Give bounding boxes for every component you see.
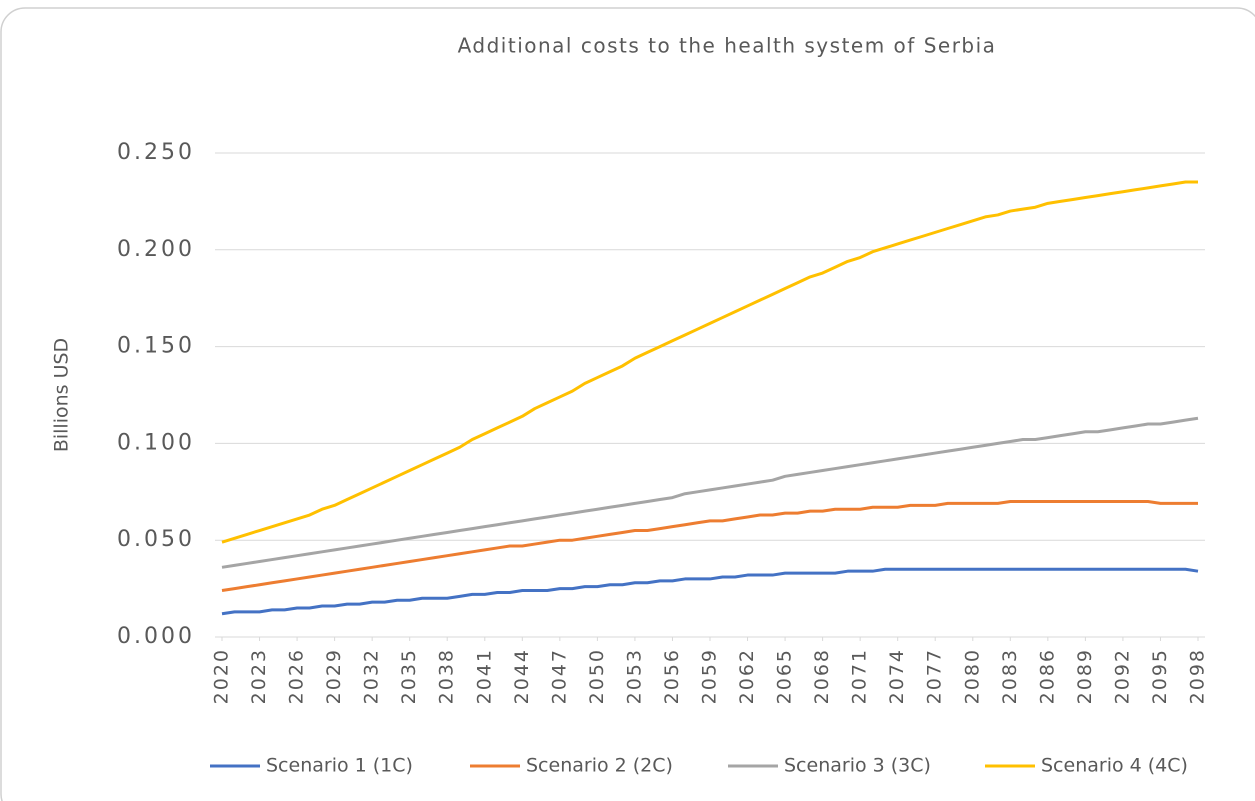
x-tick-label: 2020	[211, 648, 233, 704]
x-tick-label: 2026	[286, 648, 308, 704]
y-tick-label: 0.050	[117, 527, 195, 552]
x-tick-label: 2095	[1149, 648, 1171, 704]
x-tick-label: 2023	[248, 648, 270, 704]
legend-label: Scenario 1 (1C)	[266, 755, 413, 777]
x-tick-label: 2050	[586, 648, 608, 704]
x-tick-label: 2074	[886, 648, 908, 704]
legend-label: Scenario 4 (4C)	[1041, 755, 1188, 777]
y-tick-label: 0.250	[117, 140, 195, 165]
x-tick-label: 2071	[849, 648, 871, 704]
x-tick-label: 2047	[548, 648, 570, 704]
x-tick-label: 2098	[1187, 648, 1209, 704]
x-tick-label: 2083	[999, 648, 1021, 704]
y-axis-label: Billions USD	[51, 338, 73, 452]
x-tick-label: 2062	[736, 648, 758, 704]
y-tick-label: 0.000	[117, 624, 195, 649]
chart-border	[0, 7, 1255, 801]
x-tick-label: 2056	[661, 648, 683, 704]
line-series	[221, 180, 1198, 544]
y-tick-label: 0.200	[117, 237, 195, 262]
x-tick-label: 2035	[398, 648, 420, 704]
x-tick-label: 2080	[961, 648, 983, 704]
x-tick-label: 2053	[623, 648, 645, 704]
x-tick-label: 2038	[436, 648, 458, 704]
x-tick-label: 2092	[1111, 648, 1133, 704]
x-tick-label: 2059	[699, 648, 721, 704]
x-tick-label: 2068	[811, 648, 833, 704]
line-series	[221, 499, 1198, 593]
y-tick-label: 0.100	[117, 430, 195, 455]
legend-label: Scenario 2 (2C)	[526, 755, 673, 777]
x-tick-label: 2086	[1036, 648, 1058, 704]
legend-label: Scenario 3 (3C)	[784, 755, 931, 777]
x-tick-label: 2032	[361, 648, 383, 704]
x-tick-label: 2044	[511, 648, 533, 704]
line-series	[221, 567, 1199, 616]
x-tick-label: 2077	[924, 648, 946, 704]
x-tick-label: 2065	[774, 648, 796, 704]
y-tick-label: 0.150	[117, 334, 195, 359]
x-tick-label: 2029	[323, 648, 345, 704]
chart-title: Additional costs to the health system of…	[458, 34, 997, 58]
x-tick-label: 2089	[1074, 648, 1096, 704]
line-series	[221, 416, 1199, 569]
x-tick-label: 2041	[473, 648, 495, 704]
